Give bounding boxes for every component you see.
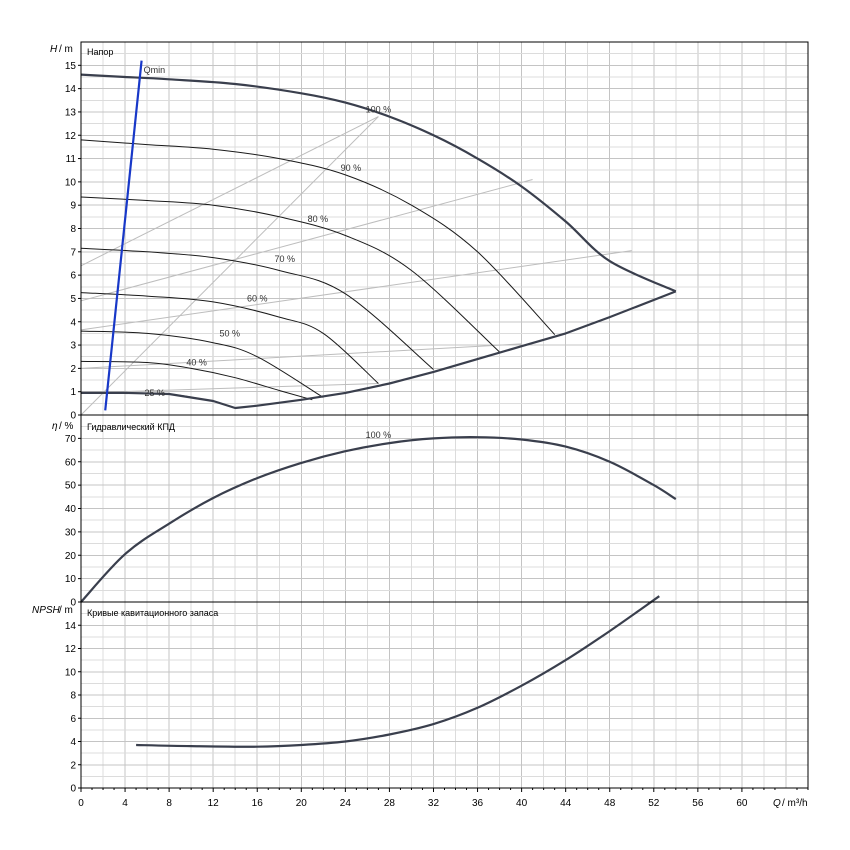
- y-tick-label: 12: [65, 644, 77, 655]
- y-tick-label: 4: [70, 317, 76, 328]
- x-tick-label: 4: [122, 798, 128, 809]
- x-tick-label: 20: [296, 798, 308, 809]
- x-tick-label: 40: [516, 798, 528, 809]
- y-tick-label: 8: [70, 691, 76, 702]
- y-tick-label: 10: [65, 177, 77, 188]
- efficiency-curve: [80, 436, 677, 603]
- y-tick-label: 0: [70, 411, 76, 422]
- y-tick-label: 14: [65, 84, 77, 95]
- y-tick-label: 50: [65, 481, 77, 492]
- y-tick-label: 10: [65, 667, 77, 678]
- iso-efficiency-line: [80, 116, 379, 416]
- y-tick-label: 9: [70, 201, 76, 212]
- y-tick-label: 2: [70, 760, 76, 771]
- speed-curve: [80, 292, 379, 384]
- max-speed-curve: [80, 73, 677, 293]
- iso-efficiency-line: [80, 250, 632, 331]
- speed-label: 40 %: [186, 358, 207, 368]
- y-tick-label: 11: [66, 154, 77, 165]
- x-tick-label: 36: [472, 798, 484, 809]
- npsh-curve: [136, 595, 660, 748]
- y-tick-label: 60: [65, 457, 77, 468]
- panel-title-head: Напор: [87, 47, 113, 57]
- x-tick-label: 44: [560, 798, 572, 809]
- curves: [80, 60, 677, 748]
- efficiency-axis-unit: / %: [59, 421, 74, 432]
- x-tick-label: 52: [648, 798, 660, 809]
- x-tick-label: 12: [208, 798, 220, 809]
- npsh-axis-unit: / m: [59, 605, 73, 616]
- x-tick-label: 8: [166, 798, 172, 809]
- speed-curve: [80, 247, 434, 370]
- x-tick-label: 28: [384, 798, 396, 809]
- y-tick-label: 40: [65, 504, 77, 515]
- y-tick-label: 3: [70, 341, 76, 352]
- y-tick-label: 6: [70, 271, 76, 282]
- y-tick-label: 70: [65, 434, 77, 445]
- min-limit-curve: [81, 290, 677, 410]
- x-tick-label: 16: [252, 798, 264, 809]
- efficiency-curve-label: 100 %: [366, 430, 392, 440]
- speed-label: 90 %: [341, 163, 362, 173]
- x-tick-label: 56: [692, 798, 704, 809]
- speed-label: 70 %: [275, 254, 296, 264]
- y-tick-label: 0: [70, 784, 76, 795]
- y-tick-label: 4: [70, 737, 76, 748]
- y-tick-label: 10: [65, 574, 77, 585]
- y-tick-label: 7: [70, 247, 76, 258]
- axes: 0123456789101112131415010203040506070024…: [65, 41, 809, 809]
- speed-label: 80 %: [308, 214, 329, 224]
- iso-efficiency-line: [80, 383, 379, 394]
- iso-efficiency-line: [80, 116, 379, 267]
- speed-label: 100 %: [366, 105, 392, 115]
- labels: Qmin 100 % 90 % 80 % 70 % 60 % 50 % 40 % 25 % 100…: [144, 65, 392, 440]
- panel-title-efficiency: Гидравлический КПД: [87, 422, 175, 432]
- x-tick-label: 0: [78, 798, 84, 809]
- y-tick-label: 14: [65, 621, 77, 632]
- iso-efficiency-line: [80, 179, 533, 302]
- x-tick-label: 32: [428, 798, 440, 809]
- speed-label: 25 %: [145, 388, 166, 398]
- x-tick-label: 60: [736, 798, 748, 809]
- y-tick-label: 2: [70, 364, 76, 375]
- flow-axis-symbol: Q: [773, 798, 781, 809]
- speed-label: 60 %: [247, 293, 268, 303]
- y-tick-label: 13: [65, 107, 77, 118]
- iso-efficiency-line: [80, 343, 522, 369]
- speed-curve: [80, 139, 556, 335]
- x-tick-label: 24: [340, 798, 352, 809]
- efficiency-axis-symbol: η: [52, 421, 58, 432]
- y-tick-label: 6: [70, 714, 76, 725]
- speed-curve: [80, 330, 324, 398]
- head-axis-unit: / m: [59, 44, 73, 55]
- qmin-label: Qmin: [144, 65, 166, 75]
- speed-curve: [80, 196, 500, 353]
- grid: [80, 41, 809, 789]
- npsh-axis-symbol: NPSH: [32, 605, 61, 616]
- y-tick-label: 0: [70, 598, 76, 609]
- x-tick-label: 48: [604, 798, 616, 809]
- y-tick-label: 30: [65, 527, 77, 538]
- speed-label: 50 %: [219, 328, 240, 338]
- efficiency-lines: [80, 116, 632, 416]
- qmin-line: [104, 60, 143, 411]
- y-tick-label: 20: [65, 551, 77, 562]
- flow-axis-unit: / m³/h: [782, 798, 808, 809]
- y-tick-label: 5: [70, 294, 76, 305]
- speed-curve: [80, 360, 313, 401]
- y-tick-label: 8: [70, 224, 76, 235]
- panel-title-npsh: Кривые кавитационного запаса: [87, 608, 218, 618]
- y-tick-label: 1: [70, 387, 76, 398]
- y-tick-label: 15: [65, 61, 77, 72]
- y-tick-label: 12: [65, 131, 77, 142]
- head-axis-symbol: H: [50, 44, 58, 55]
